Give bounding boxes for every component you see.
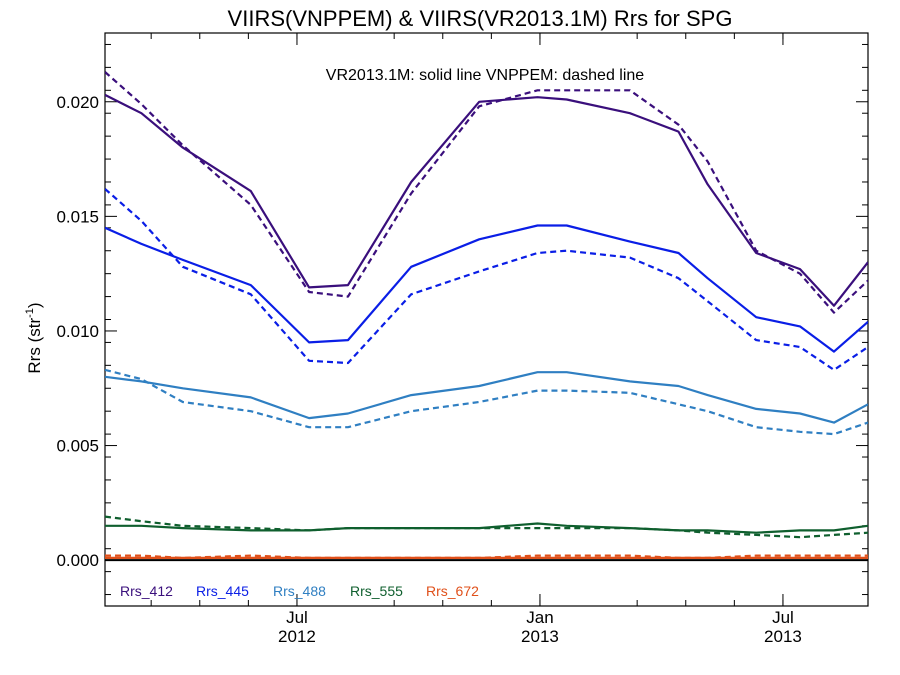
y-axis-label: Rrs (str-1) [24,302,44,373]
x-tick-label-month: Jul [286,608,308,627]
y-tick-label: 0.010 [56,322,99,341]
x-tick-label-month: Jan [526,608,553,627]
legend-item-rrs-672: Rrs_672 [426,583,479,599]
legend-item-rrs-488: Rrs_488 [273,583,326,599]
legend-item-rrs-555: Rrs_555 [350,583,403,599]
y-tick-label: 0.015 [56,207,99,226]
y-tick-label: 0.000 [56,551,99,570]
series-line-rrs-555-solid [105,522,868,534]
plot-frame [104,32,869,607]
y-axis-label-superscript: -1 [24,308,36,318]
series-line-rrs-555-dashed [105,515,868,539]
series-group [105,71,868,560]
series-line-rrs-672-dashed [105,554,868,560]
line-style-annotation: VR2013.1M: solid line VNPPEM: dashed lin… [326,67,644,84]
x-tick-label-year: 2013 [764,627,802,646]
x-tick-label-year: 2012 [278,627,316,646]
series-line-rrs-445-solid [105,224,868,353]
y-tick-label: 0.020 [56,93,99,112]
legend-item-rrs-445: Rrs_445 [196,583,249,599]
series-line-rrs-488-solid [105,371,868,424]
chart-title: VIIRS(VNPPEM) & VIIRS(VR2013.1M) Rrs for… [228,6,733,31]
y-axis-label-close: ) [25,302,44,308]
y-tick-label: 0.005 [56,437,99,456]
x-tick-label-year: 2013 [521,627,559,646]
legend-item-rrs-412: Rrs_412 [120,583,173,599]
x-tick-label-month: Jul [772,608,794,627]
plot-area: 0.0000.0050.0100.0150.020Jul2012Jan2013J… [56,32,869,646]
y-axis-label-main: Rrs (str [25,318,44,374]
series-line-rrs-412-dashed [105,71,868,314]
series-line-rrs-488-dashed [105,368,868,436]
series-line-rrs-445-dashed [105,188,868,371]
